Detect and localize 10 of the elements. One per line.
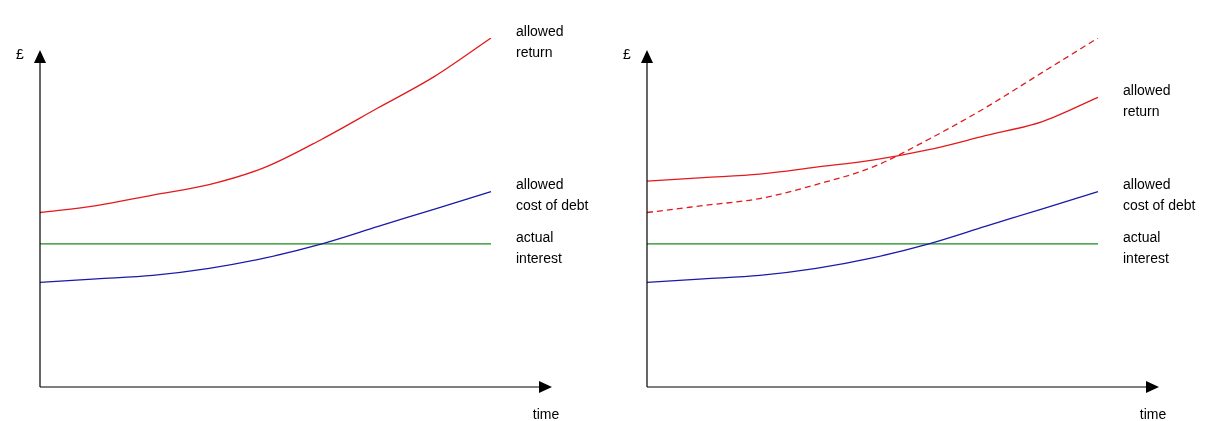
y-axis-title: £: [16, 45, 25, 62]
y-axis-title: £: [623, 45, 632, 62]
x-axis-title: time: [1139, 405, 1167, 421]
series-label: allowed cost of debt: [516, 176, 589, 214]
series-label: allowed return: [1123, 82, 1171, 120]
series-label: actual interest: [1123, 228, 1170, 266]
x-axis-title: time: [532, 405, 560, 421]
series-label: actual interest: [516, 228, 563, 266]
series-label: allowed return: [516, 22, 564, 60]
series-label: allowed cost of debt: [1123, 176, 1196, 214]
